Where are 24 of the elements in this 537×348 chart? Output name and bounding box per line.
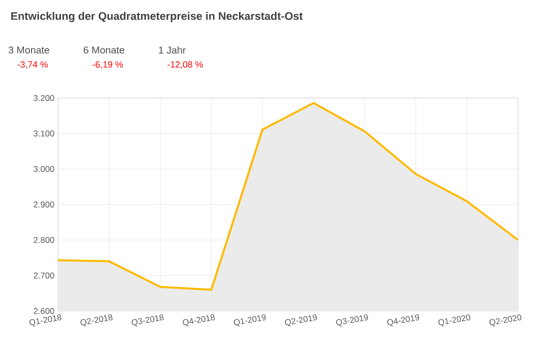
x-tick-label: Q2-2020 <box>489 314 522 326</box>
chart-title: Entwicklung der Quadratmeterpreise in Neckarstadt-Ost <box>11 12 303 22</box>
y-tick-label: 2.900 <box>34 202 54 208</box>
text: 1 Jahr <box>158 46 186 54</box>
y-tick-label: 3.100 <box>34 130 54 136</box>
y-tick-label: 3.000 <box>34 166 54 172</box>
x-tick-label: Q1-2020 <box>438 314 470 326</box>
y-tick-label: 3.200 <box>34 95 54 101</box>
x-tick-label: Q1-2019 <box>234 314 266 326</box>
y-tick-label: 2.800 <box>34 237 54 243</box>
x-tick-label: Q2-2019 <box>285 314 317 326</box>
text: 6 Monate <box>84 46 124 54</box>
x-tick-label: Q1-2018 <box>29 314 62 326</box>
text: -12,08 % <box>168 61 203 69</box>
y-tick-label: 2.700 <box>34 272 54 278</box>
x-tick-label: Q4-2018 <box>182 314 215 326</box>
text: 3 Monate <box>8 46 50 54</box>
x-tick-label: Q3-2019 <box>336 314 368 326</box>
x-tick-label: Q3-2018 <box>132 314 164 326</box>
x-tick-label: Q4-2019 <box>387 314 420 326</box>
x-tick-label: Q2-2018 <box>80 314 113 326</box>
y-tick-label: 2.600 <box>34 308 54 314</box>
text: -6,19 % <box>92 61 123 69</box>
text: -3,74 % <box>18 61 48 69</box>
